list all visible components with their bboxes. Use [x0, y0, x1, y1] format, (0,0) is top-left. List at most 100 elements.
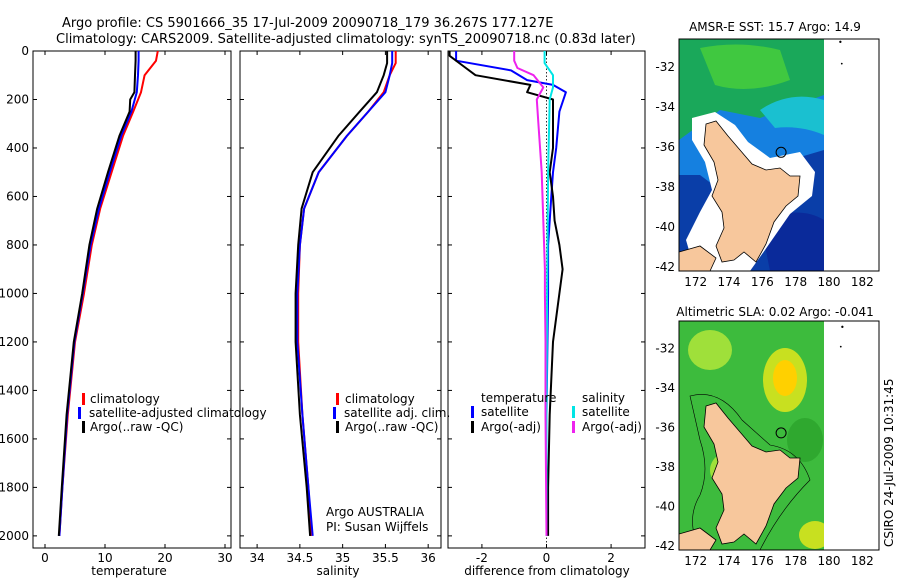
map-y-tick-label: -38: [655, 460, 675, 474]
map-x-tick-label: 172: [684, 554, 707, 568]
salinity-curves: [294, 51, 397, 536]
legend-swatch-argo: [336, 421, 339, 433]
legend-label-argo: Argo(..raw -QC): [90, 420, 183, 434]
x-tick-label: 35.5: [372, 551, 399, 565]
map-y-tick-label: -34: [655, 100, 675, 114]
sst-map-title: AMSR-E SST: 15.7 Argo: 14.9: [689, 20, 861, 34]
island-dot: •: [838, 38, 843, 47]
legend-swatch-satellite-adjusted: [333, 407, 336, 419]
map-x-tick-label: 178: [784, 554, 807, 568]
series-line-satellite-adjusted: [296, 51, 394, 536]
x-tick-label: -2: [476, 551, 488, 565]
island-dot: •: [840, 61, 844, 68]
map-x-tick-label: 176: [751, 554, 774, 568]
header-line-1: Argo profile: CS 5901666_35 17-Jul-2009 …: [62, 16, 553, 31]
difference-legend: temperature salinity satellite Argo(-adj…: [471, 391, 642, 434]
map-y-tick-label: -36: [655, 140, 675, 154]
legend-swatch-argo: [82, 421, 85, 433]
temperature-curves: [57, 51, 159, 536]
x-tick-label: 30: [217, 551, 232, 565]
x-tick-label: 0: [543, 551, 551, 565]
north-island: [703, 120, 801, 263]
y-tick-label: 0: [21, 44, 29, 58]
float-location-marker: [775, 146, 787, 158]
x-tick-label: 20: [157, 551, 172, 565]
map-y-tick-label: -34: [655, 381, 675, 395]
map-y-tick-label: -38: [655, 180, 675, 194]
legend-swatch-satellite-adjusted: [78, 407, 81, 419]
sla-map: • •: [679, 321, 879, 550]
legend-title-salinity: salinity: [582, 391, 625, 405]
legend-swatch-sal-satellite: [572, 406, 575, 418]
y-tick-label: 200: [6, 92, 29, 106]
legend-swatch-climatology: [82, 393, 85, 405]
map-x-tick-label: 182: [851, 275, 874, 289]
legend-label-sal-argo: Argo(-adj): [582, 420, 642, 434]
x-tick-label: 34: [249, 551, 264, 565]
x-tick-label: 36: [421, 551, 436, 565]
temperature-xlabel: temperature: [91, 564, 166, 578]
island-dot: •: [840, 323, 845, 332]
y-tick-label: 1800: [0, 480, 29, 494]
temperature-axes: [32, 50, 232, 549]
map-y-tick-label: -40: [655, 220, 675, 234]
map-x-tick-label: 172: [684, 275, 707, 289]
sla-map-frame: [678, 320, 880, 551]
temperature-legend: climatology satellite-adjusted climatolo…: [78, 392, 267, 434]
legend-swatch-temp-argo: [471, 421, 474, 433]
x-tick-label: 34.5: [287, 551, 314, 565]
map-y-tick-label: -32: [655, 342, 675, 356]
sla-contour: [689, 394, 811, 550]
map-x-tick-label: 174: [718, 554, 741, 568]
sst-map-blank-east: [824, 39, 879, 271]
map-y-tick-label: -32: [655, 60, 675, 74]
x-tick-label: 10: [97, 551, 112, 565]
series-line-salinity-argo: [513, 51, 548, 536]
sla-map-title: Altimetric SLA: 0.02 Argo: -0.041: [676, 305, 873, 319]
map-x-tick-label: 180: [818, 275, 841, 289]
legend-label-argo: Argo(..raw -QC): [345, 420, 438, 434]
south-island: [679, 245, 717, 271]
header-line-2: Climatology: CARS2009. Satellite-adjuste…: [56, 32, 636, 47]
difference-curves: [448, 51, 567, 536]
y-tick-label: 1600: [0, 432, 29, 446]
series-line-temperature-argo: [448, 51, 564, 536]
y-tick-label: 400: [6, 141, 29, 155]
map-x-tick-label: 174: [718, 275, 741, 289]
legend-title-temperature: temperature: [481, 391, 556, 405]
legend-label-satellite-adjusted: satellite adj. clim.: [344, 406, 450, 420]
series-line-climatology: [58, 51, 159, 536]
series-line-salinity-satellite: [543, 51, 554, 536]
legend-swatch-sal-argo: [572, 421, 575, 433]
legend-swatch-temp-satellite: [471, 406, 474, 418]
sla-map-blank-east: [824, 321, 879, 550]
legend-label-temp-argo: Argo(-adj): [481, 420, 541, 434]
series-line-argo: [294, 51, 389, 536]
salinity-xlabel: salinity: [316, 564, 359, 578]
salinity-axes: [239, 50, 442, 549]
map-y-tick-label: -42: [655, 539, 675, 553]
map-y-tick-label: -42: [655, 260, 675, 274]
float-location-marker: [775, 427, 787, 439]
y-tick-label: 800: [6, 238, 29, 252]
x-tick-label: 0: [41, 551, 49, 565]
south-island: [679, 527, 717, 550]
x-tick-label: 2: [607, 551, 615, 565]
series-line-argo: [57, 51, 137, 536]
island-dot: •: [839, 344, 843, 351]
credit-pi: PI: Susan Wijffels: [326, 520, 428, 534]
difference-xlabel: difference from climatology: [464, 564, 630, 578]
map-x-tick-label: 180: [818, 554, 841, 568]
legend-swatch-climatology: [336, 393, 339, 405]
csiro-timestamp: CSIRO 24-Jul-2009 10:31:45: [882, 379, 896, 547]
legend-label-climatology: climatology: [90, 392, 160, 406]
y-tick-label: 600: [6, 189, 29, 203]
map-y-tick-label: -40: [655, 500, 675, 514]
legend-label-climatology: climatology: [345, 392, 415, 406]
north-island: [703, 402, 801, 545]
y-tick-label: 2000: [0, 529, 29, 543]
series-line-climatology: [297, 51, 397, 536]
map-x-tick-label: 176: [751, 275, 774, 289]
salinity-legend: climatology satellite adj. clim. Argo(..…: [333, 392, 450, 434]
credit-argo-australia: Argo AUSTRALIA: [326, 505, 425, 519]
